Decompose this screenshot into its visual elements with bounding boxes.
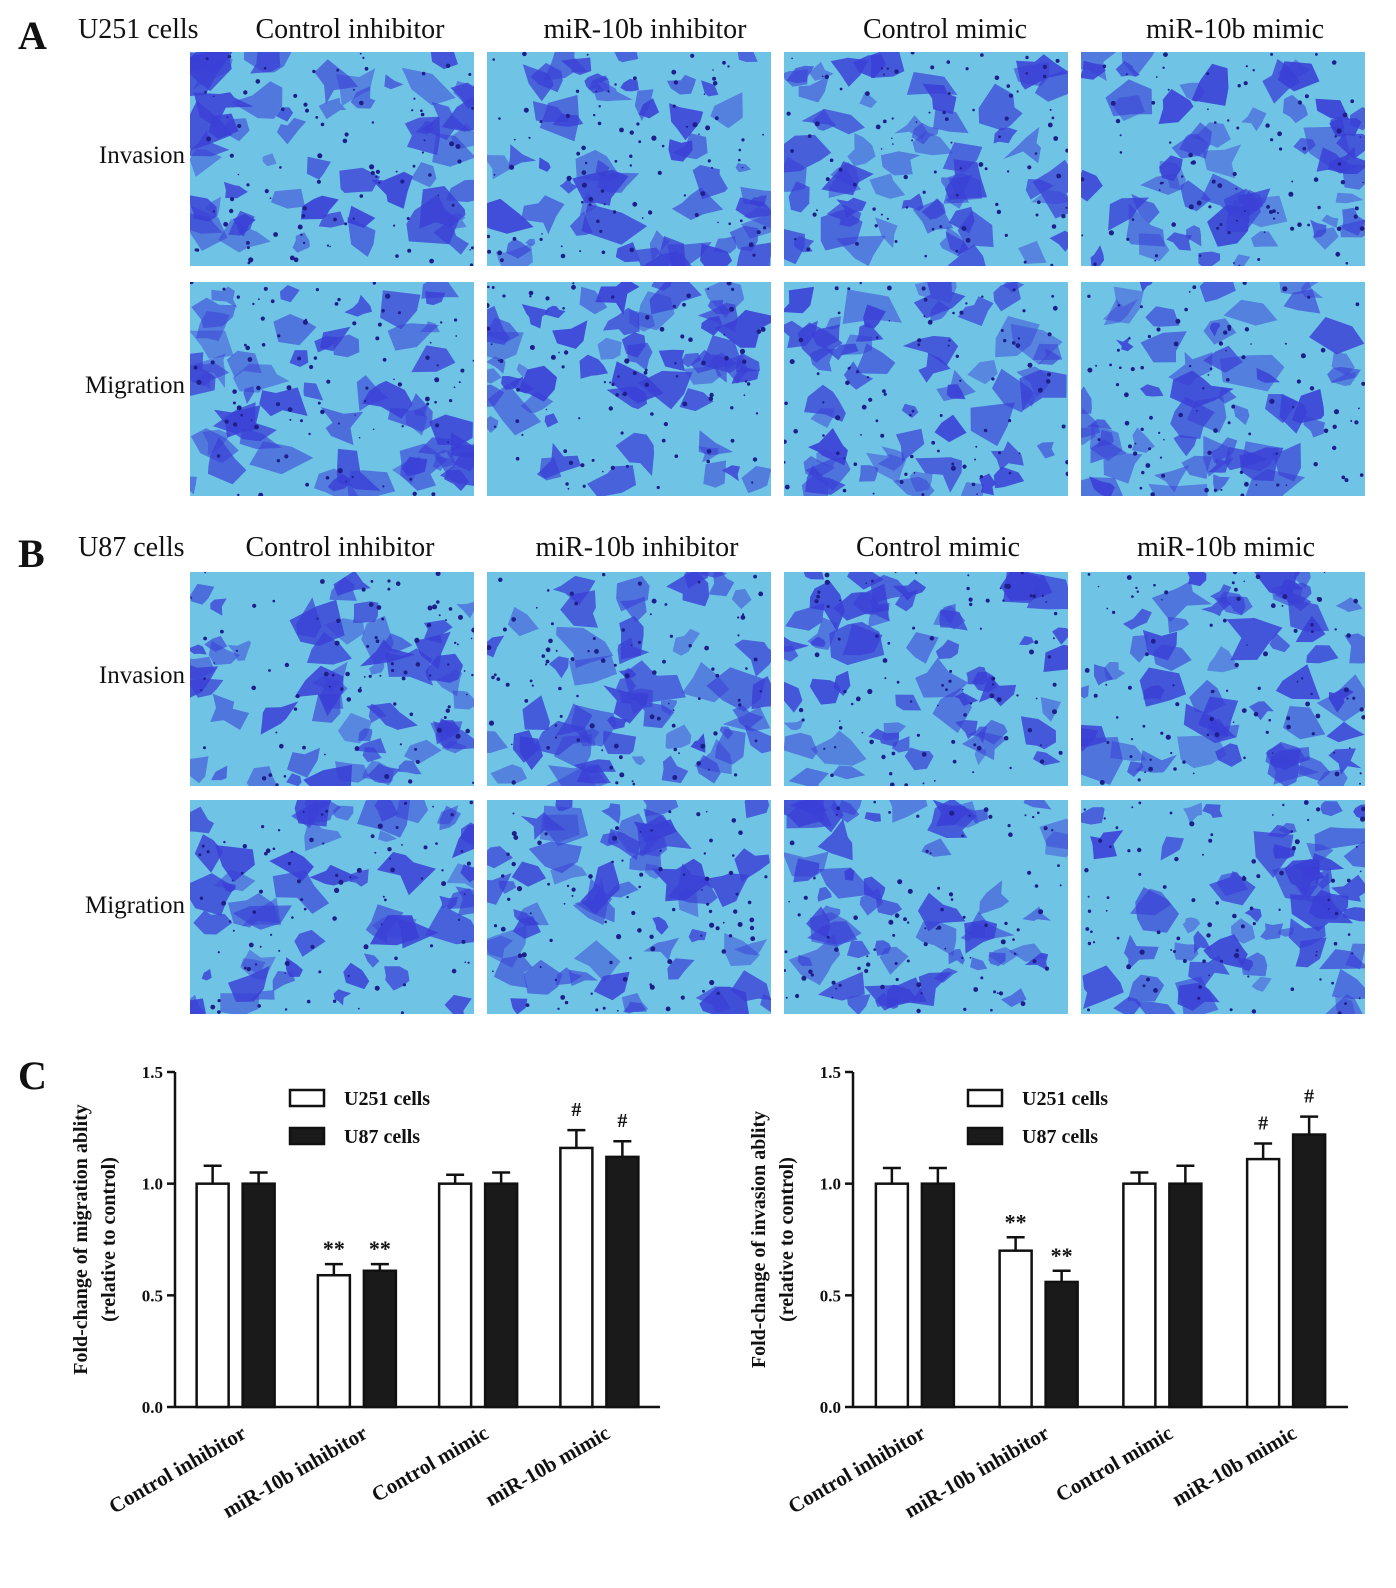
micrograph-u87-migration-mir10b-inhibitor bbox=[487, 800, 771, 1014]
y-axis-label: Fold-change of migration ablity bbox=[70, 1104, 92, 1375]
significance-label: # bbox=[617, 1110, 627, 1132]
y-tick-label: 0.5 bbox=[820, 1286, 841, 1305]
legend-swatch bbox=[968, 1090, 1002, 1106]
x-tick-label: miR-10b mimic bbox=[1168, 1421, 1301, 1511]
bar bbox=[318, 1275, 350, 1407]
legend-label: U87 cells bbox=[1022, 1126, 1098, 1148]
micrograph-u87-migration-control-mimic bbox=[784, 800, 1068, 1014]
micrograph-u251-migration-mir10b-inhibitor bbox=[487, 282, 771, 496]
bar bbox=[1123, 1184, 1155, 1407]
panel-a-col-4: miR-10b mimic bbox=[1075, 14, 1395, 46]
legend-label: U251 cells bbox=[344, 1088, 430, 1110]
y-tick-label: 1.5 bbox=[820, 1063, 841, 1082]
panel-b-col-1: Control inhibitor bbox=[180, 532, 500, 564]
bar bbox=[439, 1184, 471, 1407]
legend-swatch bbox=[290, 1090, 324, 1106]
invasion-bar-chart: 0.0 0.5 1.0 1.5 Fold-change of invasion abli… bbox=[690, 1040, 1396, 1588]
micrograph-u251-invasion-mir10b-mimic bbox=[1081, 52, 1365, 266]
y-axis-label: Fold-change of invasion ablity bbox=[748, 1111, 770, 1368]
panel-a-col-3: Control mimic bbox=[785, 14, 1105, 46]
panel-a-letter: A bbox=[18, 12, 47, 59]
micrograph-u251-migration-mir10b-mimic bbox=[1081, 282, 1365, 496]
panel-a-row-migration: Migration bbox=[40, 372, 185, 400]
panel-a-col-2: miR-10b inhibitor bbox=[485, 14, 805, 46]
micrograph-u87-migration-control-inhibitor bbox=[190, 800, 474, 1014]
x-tick-label: Control mimic bbox=[367, 1421, 492, 1507]
y-axis-label-2: (relative to control) bbox=[776, 1157, 798, 1322]
panel-b-letter: B bbox=[18, 530, 45, 577]
micrograph-u87-invasion-mir10b-inhibitor bbox=[487, 572, 771, 786]
bar bbox=[1293, 1135, 1325, 1407]
bar bbox=[560, 1148, 592, 1407]
micrograph-u251-migration-control-inhibitor bbox=[190, 282, 474, 496]
micrograph-u251-invasion-control-mimic bbox=[784, 52, 1068, 266]
panel-a-row-invasion: Invasion bbox=[40, 142, 185, 170]
micrograph-u87-invasion-control-inhibitor bbox=[190, 572, 474, 786]
significance-label: # bbox=[1304, 1086, 1314, 1108]
bar bbox=[1169, 1184, 1201, 1407]
y-tick-label: 1.5 bbox=[142, 1063, 163, 1082]
micrograph-u251-migration-control-mimic bbox=[784, 282, 1068, 496]
y-tick-label: 1.0 bbox=[820, 1175, 841, 1194]
significance-label: ** bbox=[1051, 1243, 1073, 1268]
panel-b-col-3: Control mimic bbox=[778, 532, 1098, 564]
x-tick-label: Control mimic bbox=[1052, 1421, 1177, 1507]
legend-swatch bbox=[968, 1128, 1002, 1144]
legend-swatch bbox=[290, 1128, 324, 1144]
micrograph-u251-invasion-mir10b-inhibitor bbox=[487, 52, 771, 266]
bar bbox=[364, 1271, 396, 1407]
micrograph-u251-invasion-control-inhibitor bbox=[190, 52, 474, 266]
y-axis-label-2: (relative to control) bbox=[98, 1157, 120, 1322]
significance-label: ** bbox=[323, 1236, 345, 1261]
migration-bar-chart: 0.0 0.5 1.0 1.5 Fold-change of migration abl… bbox=[0, 1040, 690, 1588]
panel-b-row-invasion: Invasion bbox=[40, 662, 185, 690]
bar bbox=[197, 1184, 229, 1407]
bar bbox=[876, 1184, 908, 1407]
panel-b-col-2: miR-10b inhibitor bbox=[477, 532, 797, 564]
significance-label: # bbox=[571, 1099, 581, 1121]
micrograph-u87-invasion-mir10b-mimic bbox=[1081, 572, 1365, 786]
y-tick-label: 0.5 bbox=[142, 1286, 163, 1305]
legend-label: U251 cells bbox=[1022, 1088, 1108, 1110]
legend-label: U87 cells bbox=[344, 1126, 420, 1148]
panel-b-row-migration: Migration bbox=[40, 892, 185, 920]
bar bbox=[243, 1184, 275, 1407]
significance-label: # bbox=[1258, 1112, 1268, 1134]
bar bbox=[606, 1157, 638, 1407]
panel-a-cell-line: U251 cells bbox=[78, 14, 199, 46]
panel-a-col-1: Control inhibitor bbox=[190, 14, 510, 46]
bar bbox=[1247, 1159, 1279, 1407]
bar bbox=[1000, 1251, 1032, 1407]
panel-b-cell-line: U87 cells bbox=[78, 532, 185, 564]
y-tick-label: 1.0 bbox=[142, 1175, 163, 1194]
y-tick-label: 0.0 bbox=[820, 1398, 841, 1417]
significance-label: ** bbox=[369, 1236, 391, 1261]
x-tick-label: miR-10b mimic bbox=[481, 1421, 614, 1511]
micrograph-u87-invasion-control-mimic bbox=[784, 572, 1068, 786]
bar bbox=[922, 1184, 954, 1407]
bar bbox=[485, 1184, 517, 1407]
micrograph-u87-migration-mir10b-mimic bbox=[1081, 800, 1365, 1014]
significance-label: ** bbox=[1005, 1209, 1027, 1234]
panel-b-col-4: miR-10b mimic bbox=[1066, 532, 1386, 564]
y-tick-label: 0.0 bbox=[142, 1398, 163, 1417]
bar bbox=[1046, 1282, 1078, 1407]
